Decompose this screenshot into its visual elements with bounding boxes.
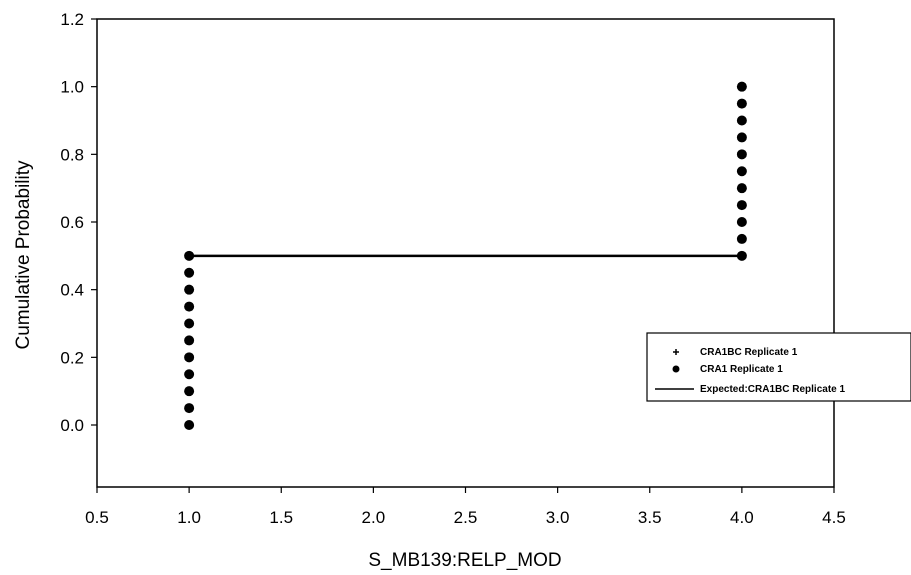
data-point-circle bbox=[736, 115, 747, 126]
data-point-circle bbox=[184, 352, 195, 363]
series-layer bbox=[184, 81, 747, 430]
legend-marker-circle bbox=[672, 365, 680, 373]
data-point-circle bbox=[736, 217, 747, 227]
legend-label-series-1: CRA1BC Replicate 1 bbox=[700, 347, 798, 358]
data-point-circle bbox=[736, 233, 747, 244]
data-point-circle bbox=[184, 301, 195, 312]
y-tick-label: 0.4 bbox=[60, 281, 84, 300]
y-axis-title: Cumulative Probability bbox=[13, 160, 34, 350]
y-tick-label: 1.0 bbox=[60, 78, 84, 97]
legend: CRA1BC Replicate 1 CRA1 Replicate 1 Expe… bbox=[646, 332, 911, 402]
x-tick-label: 1.0 bbox=[177, 508, 201, 527]
data-point-circle bbox=[736, 132, 747, 143]
y-tick-label: 0.6 bbox=[60, 213, 84, 232]
data-point-circle bbox=[184, 284, 195, 295]
x-tick-label: 2.0 bbox=[362, 508, 386, 527]
x-tick-label: 1.5 bbox=[269, 508, 293, 527]
data-point-circle bbox=[184, 403, 195, 414]
y-tick-label: 0.2 bbox=[60, 348, 84, 367]
data-point-circle bbox=[736, 98, 747, 109]
data-point-circle bbox=[736, 183, 747, 194]
data-point-circle bbox=[184, 420, 195, 430]
x-axis-title: S_MB139:RELP_MOD bbox=[368, 550, 561, 571]
x-tick-label: 4.5 bbox=[822, 508, 846, 527]
y-tick-label: 0.8 bbox=[60, 145, 84, 164]
x-tick-label: 4.0 bbox=[730, 508, 754, 527]
data-point-circle bbox=[184, 335, 195, 346]
legend-marker-plus bbox=[673, 349, 679, 355]
y-axis-ticks: 0.0 0.2 0.4 0.6 0.8 1.0 1.2 bbox=[60, 10, 97, 435]
x-tick-label: 3.5 bbox=[638, 508, 662, 527]
x-tick-label: 0.5 bbox=[85, 508, 109, 527]
legend-label-series-3: Expected:CRA1BC Replicate 1 bbox=[700, 384, 845, 395]
data-point-circle bbox=[736, 166, 747, 177]
plot-area bbox=[96, 18, 835, 488]
data-point-circle bbox=[736, 81, 747, 92]
x-tick-label: 2.5 bbox=[454, 508, 478, 527]
x-axis-ticks: 0.5 1.0 1.5 2.0 2.5 3.0 3.5 4.0 4.5 bbox=[85, 487, 846, 527]
data-point-circle bbox=[736, 149, 747, 160]
y-tick-label: 1.2 bbox=[60, 10, 84, 29]
data-point-circle bbox=[736, 200, 747, 211]
y-tick-label: 0.0 bbox=[60, 416, 84, 435]
data-point-circle bbox=[184, 267, 195, 278]
data-point-circle bbox=[184, 386, 195, 397]
x-tick-label: 3.0 bbox=[546, 508, 570, 527]
legend-label-series-2: CRA1 Replicate 1 bbox=[700, 364, 783, 375]
data-point-circle bbox=[184, 318, 195, 329]
data-point-circle bbox=[184, 369, 195, 380]
